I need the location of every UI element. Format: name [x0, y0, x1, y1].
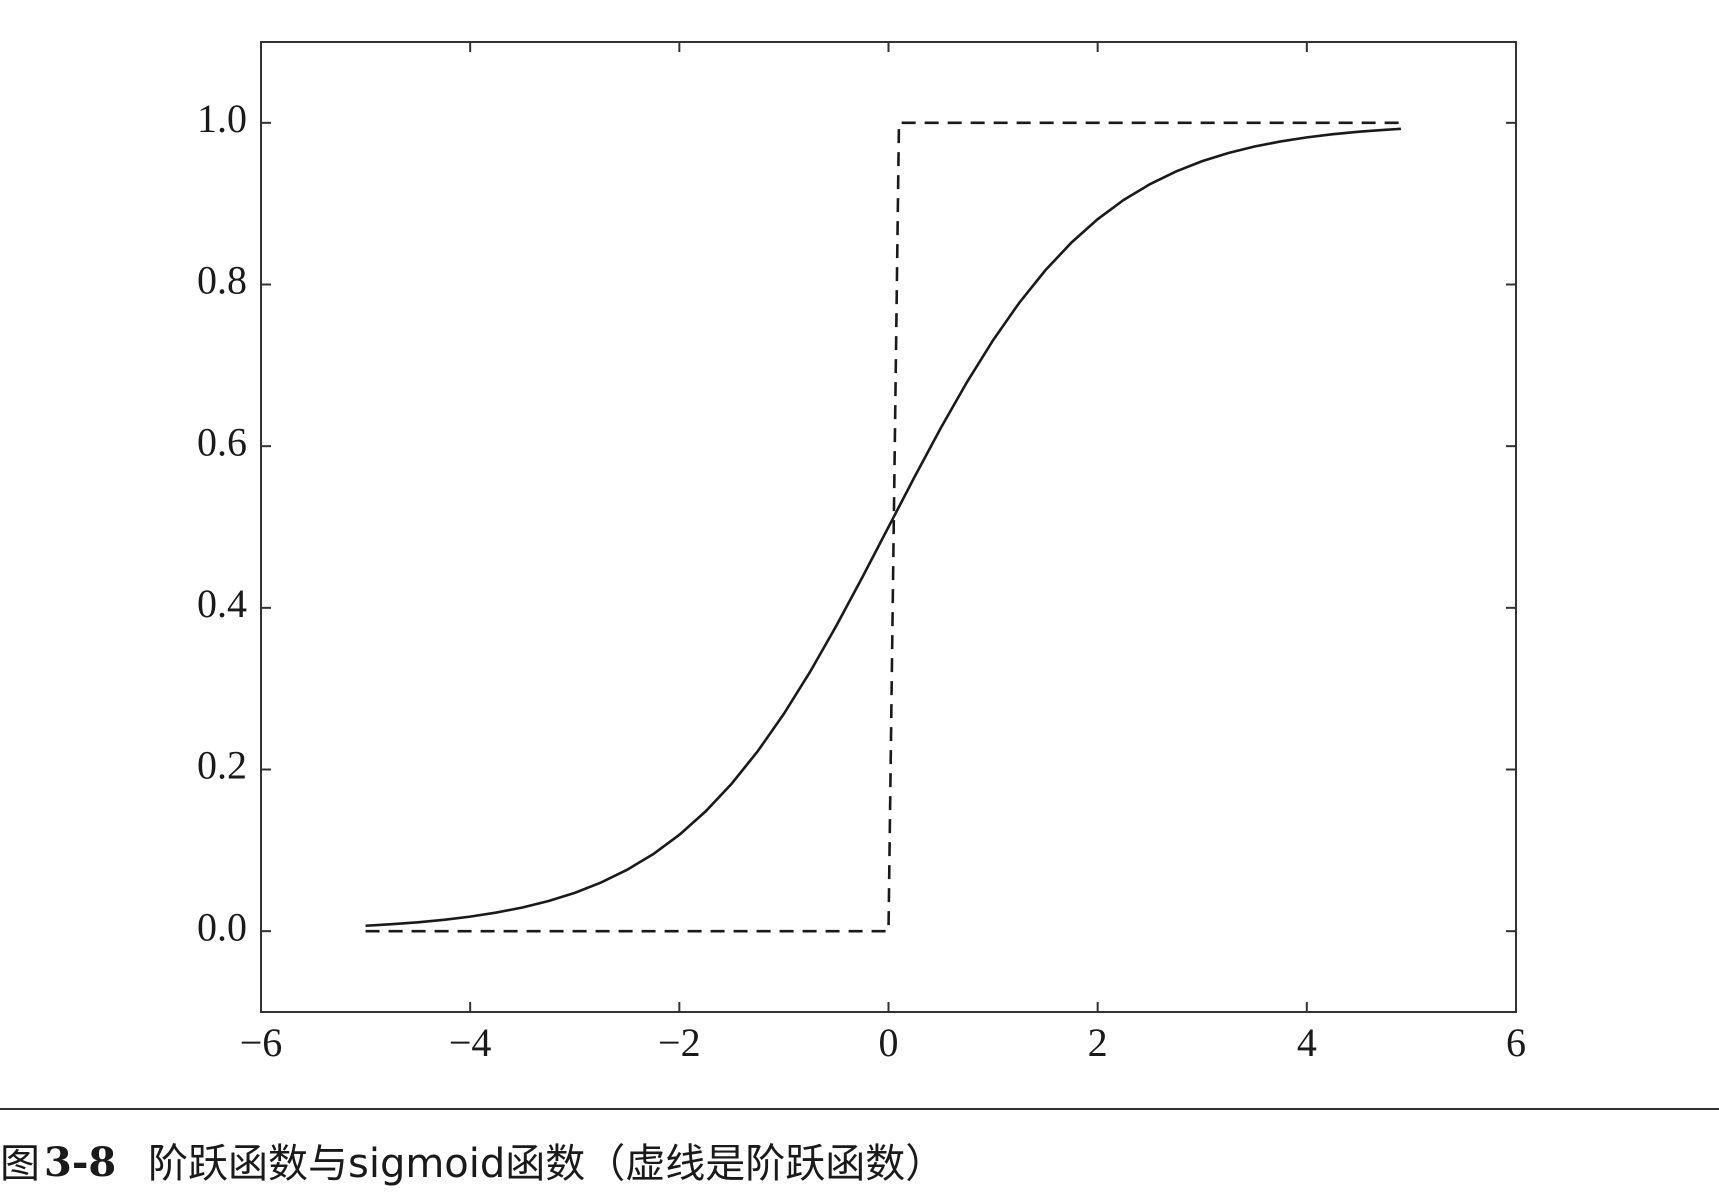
step-line: [365, 121, 1401, 933]
caption-figure-number: 3-8: [44, 1139, 116, 1186]
y-tick-label: 0.8: [197, 258, 247, 303]
x-tick-label: 6: [1506, 1020, 1526, 1065]
y-tick-label: 0.0: [197, 904, 247, 949]
x-tick-label: 4: [1297, 1020, 1317, 1065]
x-tick-label: 2: [1088, 1020, 1108, 1065]
caption-figure-label: 图: [0, 1141, 40, 1187]
x-tick-label: −6: [240, 1020, 283, 1065]
sigmoid-line: [365, 127, 1402, 928]
y-tick-label: 0.4: [197, 581, 247, 626]
y-tick-label: 0.6: [197, 419, 247, 464]
y-tick-label: 1.0: [197, 96, 247, 141]
x-tick-label: −4: [449, 1020, 492, 1065]
x-tick-label: 0: [879, 1020, 899, 1065]
caption-text: 阶跃函数与sigmoid函数（虚线是阶跃函数）: [148, 1141, 945, 1187]
y-tick-label: 0.2: [197, 743, 247, 788]
x-tick-label: −2: [658, 1020, 701, 1065]
